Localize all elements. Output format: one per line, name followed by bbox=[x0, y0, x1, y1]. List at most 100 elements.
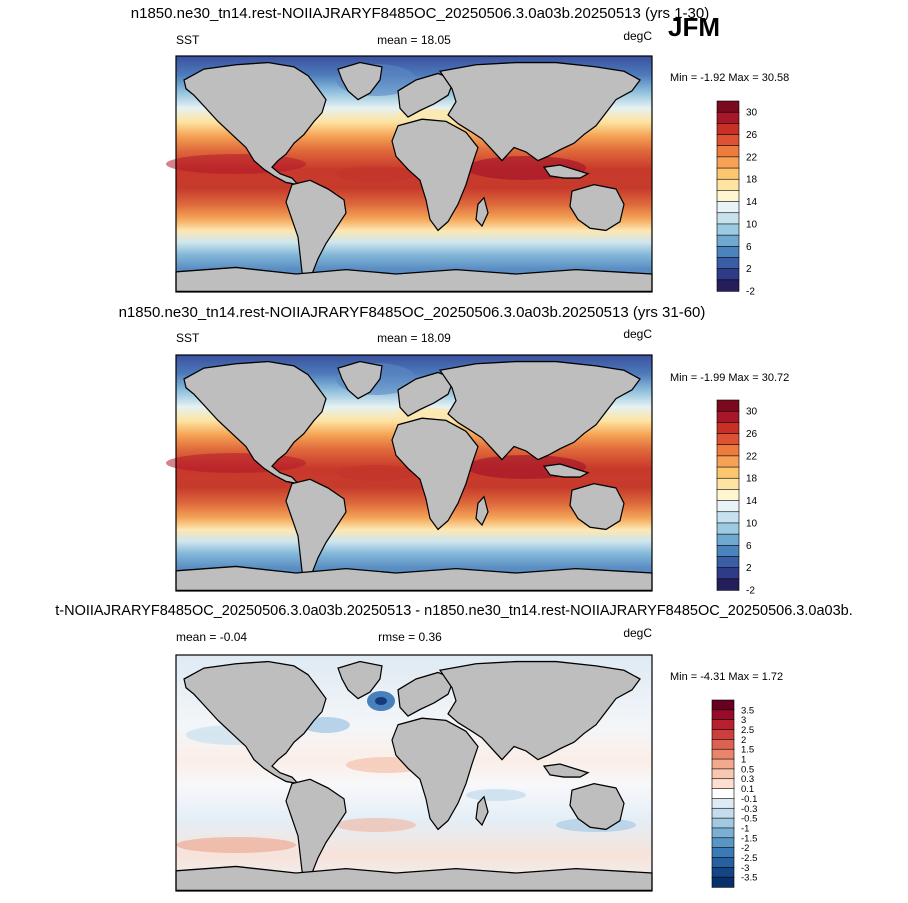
colorbar-swatch bbox=[716, 257, 740, 270]
colorbar-swatch bbox=[716, 578, 740, 591]
panel-1: n1850.ne30_tn14.rest-NOIIAJRARYF8485OC_2… bbox=[131, 5, 789, 298]
colorbar-tick-label: 14 bbox=[746, 496, 758, 507]
colorbar-tick-label: 30 bbox=[746, 108, 758, 119]
colorbar-tick-label: 1 bbox=[741, 755, 746, 766]
panel-1-mean-label: mean = 18.05 bbox=[377, 33, 451, 47]
colorbar-tick-label: -2 bbox=[746, 586, 755, 597]
colorbar-swatch bbox=[716, 477, 740, 491]
colorbar-swatch bbox=[716, 544, 740, 558]
panel-2-map bbox=[166, 354, 653, 592]
panel-1-units-label: degC bbox=[623, 29, 652, 43]
panel-3-map bbox=[175, 654, 653, 892]
colorbar-swatch bbox=[716, 223, 740, 236]
colorbar-swatch bbox=[716, 433, 740, 446]
colorbar-tick-label: 10 bbox=[746, 219, 758, 230]
colorbar-tick-label: -0.5 bbox=[741, 814, 757, 825]
panel-3-rmse-label: rmse = 0.36 bbox=[378, 630, 442, 644]
colorbar-tick-label: -2.5 bbox=[741, 853, 757, 864]
colorbar-swatch bbox=[711, 739, 735, 750]
colorbar-tick-label: 18 bbox=[746, 474, 758, 485]
colorbar-swatch bbox=[716, 190, 740, 203]
colorbar-swatch bbox=[711, 837, 735, 849]
colorbar-tick-label: 30 bbox=[746, 407, 758, 418]
colorbar-tick-label: 6 bbox=[746, 242, 752, 253]
panel-3: t-NOIIAJRARYF8485OC_20250506.3.0a03b.202… bbox=[55, 603, 853, 892]
colorbar-swatch bbox=[716, 268, 740, 281]
panel-1-variable-label: SST bbox=[176, 33, 200, 47]
colorbar-swatch bbox=[716, 533, 740, 546]
colorbar-swatch bbox=[716, 134, 740, 147]
colorbar-tick-label: 10 bbox=[746, 518, 758, 529]
colorbar-swatch bbox=[711, 758, 735, 770]
colorbar-tick-label: -3 bbox=[741, 863, 749, 874]
colorbar-tick-label: -0.1 bbox=[741, 794, 757, 805]
colorbar-tick-label: 0.1 bbox=[741, 784, 754, 795]
colorbar-tick-label: -1.5 bbox=[741, 833, 757, 844]
colorbar-tick-label: 2.5 bbox=[741, 725, 754, 736]
colorbar-swatch bbox=[711, 817, 735, 829]
colorbar-tick-label: -0.3 bbox=[741, 804, 757, 815]
panel-3-mean-label: mean = -0.04 bbox=[176, 630, 247, 644]
panel-1-minmax-label: Min = -1.92 Max = 30.58 bbox=[670, 72, 789, 84]
colorbar-swatch bbox=[711, 768, 735, 780]
season-label: JFM bbox=[668, 12, 720, 42]
colorbar-swatch bbox=[711, 867, 735, 878]
colorbar-tick-label: 26 bbox=[746, 429, 758, 440]
colorbar-tick-label: 2 bbox=[741, 735, 746, 746]
panel-1-map bbox=[166, 55, 653, 293]
colorbar-swatch bbox=[716, 111, 740, 125]
colorbar-swatch bbox=[716, 410, 740, 424]
colorbar-tick-label: -3.5 bbox=[741, 873, 757, 884]
colorbar-tick-label: 26 bbox=[746, 130, 758, 141]
panel-2-variable-label: SST bbox=[176, 331, 200, 345]
colorbar-swatch bbox=[716, 234, 740, 247]
panel-2-colorbar: 30 26 22 18 14 10 6 2 -2 bbox=[716, 399, 758, 597]
colorbar-swatch bbox=[716, 489, 740, 502]
colorbar-swatch bbox=[716, 466, 740, 479]
colorbar-tick-label: 6 bbox=[746, 541, 752, 552]
colorbar-swatch bbox=[716, 455, 740, 468]
panel-2-title: n1850.ne30_tn14.rest-NOIIAJRARYF8485OC_2… bbox=[119, 304, 706, 321]
colorbar-tick-label: 3.5 bbox=[741, 705, 754, 716]
panel-2: n1850.ne30_tn14.rest-NOIIAJRARYF8485OC_2… bbox=[119, 304, 790, 597]
colorbar-swatch bbox=[716, 201, 740, 214]
colorbar-swatch bbox=[716, 567, 740, 580]
colorbar-tick-label: 3 bbox=[741, 715, 746, 726]
colorbar-swatch bbox=[711, 778, 735, 790]
panel-2-units-label: degC bbox=[623, 327, 652, 341]
colorbar-swatch bbox=[711, 798, 735, 809]
colorbar-swatch bbox=[711, 709, 735, 721]
colorbar-tick-label: 0.3 bbox=[741, 774, 754, 785]
colorbar-tick-label: 0.5 bbox=[741, 764, 754, 775]
colorbar-swatch bbox=[716, 279, 740, 292]
panel-1-title: n1850.ne30_tn14.rest-NOIIAJRARYF8485OC_2… bbox=[131, 5, 709, 22]
colorbar-tick-label: 22 bbox=[746, 451, 758, 462]
colorbar-swatch bbox=[716, 100, 740, 113]
colorbar-tick-label: 18 bbox=[746, 175, 758, 186]
panel-1-colorbar: 30 26 22 18 14 10 6 2 -2 bbox=[716, 100, 758, 298]
colorbar-swatch bbox=[711, 729, 735, 741]
colorbar-swatch bbox=[716, 145, 740, 158]
colorbar-swatch bbox=[716, 444, 740, 457]
colorbar-swatch bbox=[711, 827, 735, 839]
colorbar-swatch bbox=[711, 807, 735, 819]
colorbar-swatch bbox=[716, 167, 740, 180]
colorbar-swatch bbox=[716, 422, 740, 435]
colorbar-swatch bbox=[716, 399, 740, 412]
colorbar-tick-label: -2 bbox=[741, 843, 749, 854]
panel-3-minmax-label: Min = -4.31 Max = 1.72 bbox=[670, 671, 783, 683]
colorbar-swatch bbox=[711, 699, 735, 711]
colorbar-swatch bbox=[711, 719, 735, 731]
colorbar-swatch bbox=[711, 857, 735, 869]
colorbar-swatch bbox=[716, 556, 740, 569]
panel-3-title: t-NOIIAJRARYF8485OC_20250506.3.0a03b.202… bbox=[55, 603, 853, 619]
colorbar-tick-label: 2 bbox=[746, 563, 752, 574]
panel-3-units-label: degC bbox=[623, 626, 652, 640]
colorbar-swatch bbox=[716, 245, 740, 259]
colorbar-tick-label: -2 bbox=[746, 287, 755, 298]
panel-2-minmax-label: Min = -1.99 Max = 30.72 bbox=[670, 372, 789, 384]
colorbar-tick-label: 2 bbox=[746, 264, 752, 275]
colorbar-swatch bbox=[716, 178, 740, 192]
colorbar-tick-label: -1 bbox=[741, 823, 749, 834]
